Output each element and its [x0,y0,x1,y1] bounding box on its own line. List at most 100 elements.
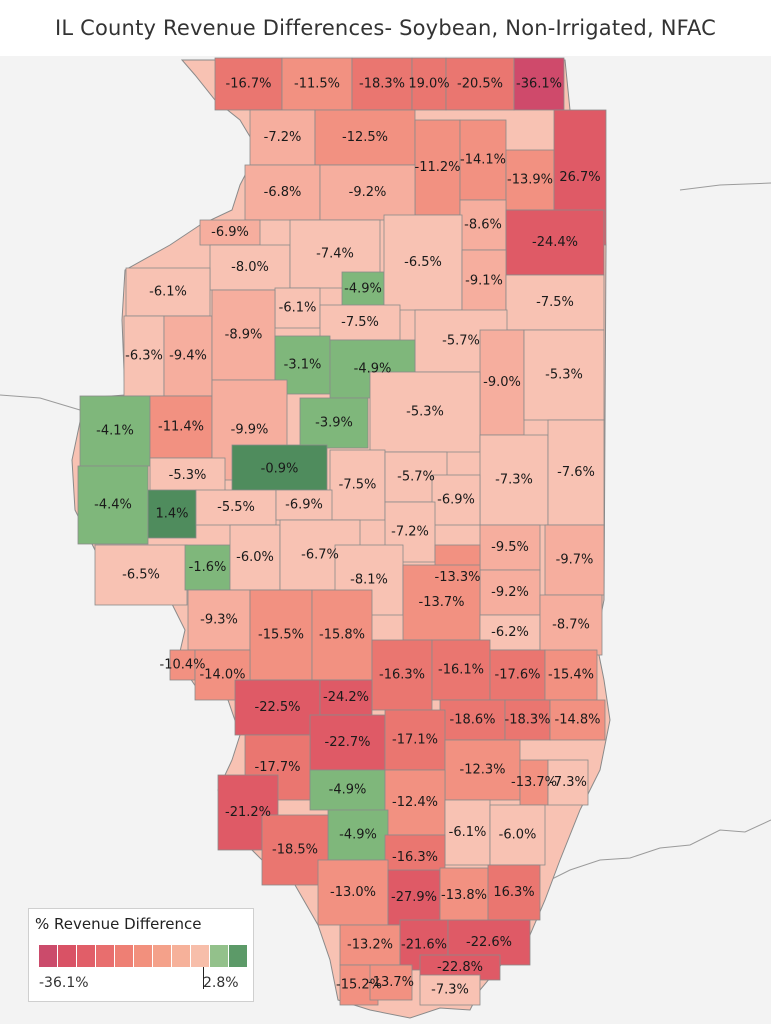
county-45[interactable] [431,474,481,526]
county-101[interactable] [419,974,481,1006]
county-1[interactable] [281,57,353,111]
county-label: -21.2% [225,805,271,820]
county-92[interactable] [387,869,441,926]
county-26[interactable] [123,315,165,397]
county-84[interactable] [547,759,589,806]
legend-max-label: 2.8% [203,975,239,991]
county-5[interactable] [513,57,565,111]
county-4[interactable] [445,57,515,111]
county-label: -16.1% [438,663,484,678]
county-27[interactable] [163,315,213,397]
county-0[interactable] [214,57,283,111]
county-label: -17.7% [255,760,301,775]
county-46[interactable] [77,465,149,545]
county-label: -22.6% [466,935,512,950]
county-label: -10.4% [160,658,206,673]
county-61[interactable] [187,589,251,651]
county-label: -6.9% [211,225,249,240]
county-label: -7.4% [316,247,354,262]
county-88[interactable] [444,799,491,866]
county-93[interactable] [439,867,489,924]
county-35[interactable] [149,395,213,459]
county-51[interactable] [94,544,188,606]
county-label: -6.7% [301,548,339,563]
county-66[interactable] [169,649,196,681]
county-17[interactable] [209,244,291,291]
county-16[interactable] [505,209,605,276]
county-94[interactable] [487,864,541,921]
county-62[interactable] [249,589,313,681]
county-75[interactable] [504,699,551,741]
county-68[interactable] [371,639,433,711]
county-22[interactable] [125,267,211,317]
county-2[interactable] [351,57,413,111]
county-34[interactable] [79,395,151,467]
county-label: -13.9% [507,173,553,188]
county-14[interactable] [199,219,261,246]
county-10[interactable] [505,149,555,211]
county-81[interactable] [309,769,386,811]
legend-color-scale [39,945,248,967]
county-41[interactable] [231,444,328,494]
county-label: -15.2% [336,978,382,993]
county-87[interactable] [261,814,329,886]
county-63[interactable] [311,589,373,681]
county-91[interactable] [317,859,389,926]
county-13[interactable] [319,164,416,221]
county-label: -5.3% [169,468,207,483]
county-77[interactable] [309,714,386,771]
county-71[interactable] [544,649,598,701]
county-label: -9.2% [349,185,387,200]
county-39[interactable] [479,434,549,526]
county-60[interactable] [402,564,481,641]
county-20[interactable] [383,214,463,311]
county-42[interactable] [149,457,226,494]
county-label: -18.3% [359,77,405,92]
county-86[interactable] [327,809,389,861]
county-24[interactable] [274,287,321,329]
legend-swatch [191,945,209,967]
county-52[interactable] [184,544,231,591]
county-76[interactable] [549,699,606,741]
county-8[interactable] [414,119,461,216]
county-100[interactable] [369,964,413,1001]
county-label: -15.4% [548,668,594,683]
county-70[interactable] [489,649,546,701]
county-label: -9.7% [556,553,594,568]
county-73[interactable] [319,679,373,716]
county-label: -16.3% [379,668,425,683]
county-label: -8.1% [350,573,388,588]
county-label: -15.8% [319,628,365,643]
county-9[interactable] [459,119,507,201]
county-83[interactable] [519,759,549,806]
county-37[interactable] [299,397,369,449]
county-label: -12.4% [392,795,438,810]
county-33[interactable] [523,329,605,421]
county-72[interactable] [234,679,321,736]
county-label: -13.7% [368,975,414,990]
county-12[interactable] [244,164,321,221]
county-label: -9.3% [200,613,238,628]
county-89[interactable] [489,804,546,866]
county-label: -5.3% [545,368,583,383]
county-74[interactable] [439,699,506,741]
county-32[interactable] [479,329,525,436]
county-49[interactable] [275,489,333,521]
choropleth-map[interactable]: -16.7% -11.5% -18.3% 19.0% -20.5% -36.1%-7.2%… [0,56,771,1024]
county-layer [77,57,607,1006]
county-label: -6.1% [149,285,187,300]
county-label: -4.4% [94,498,132,513]
county-43[interactable] [329,449,386,521]
county-65[interactable] [539,594,603,656]
county-label: 26.7% [559,170,600,185]
county-56[interactable] [544,524,605,596]
county-7[interactable] [314,109,416,166]
county-47[interactable] [147,489,197,539]
county-95[interactable] [339,924,401,966]
county-25[interactable] [319,304,401,341]
county-label: -14.0% [200,668,246,683]
county-23[interactable] [505,274,605,331]
county-38[interactable] [369,371,481,453]
page-title: IL County Revenue Differences- Soybean, … [54,16,717,40]
county-label: -11.4% [158,420,204,435]
